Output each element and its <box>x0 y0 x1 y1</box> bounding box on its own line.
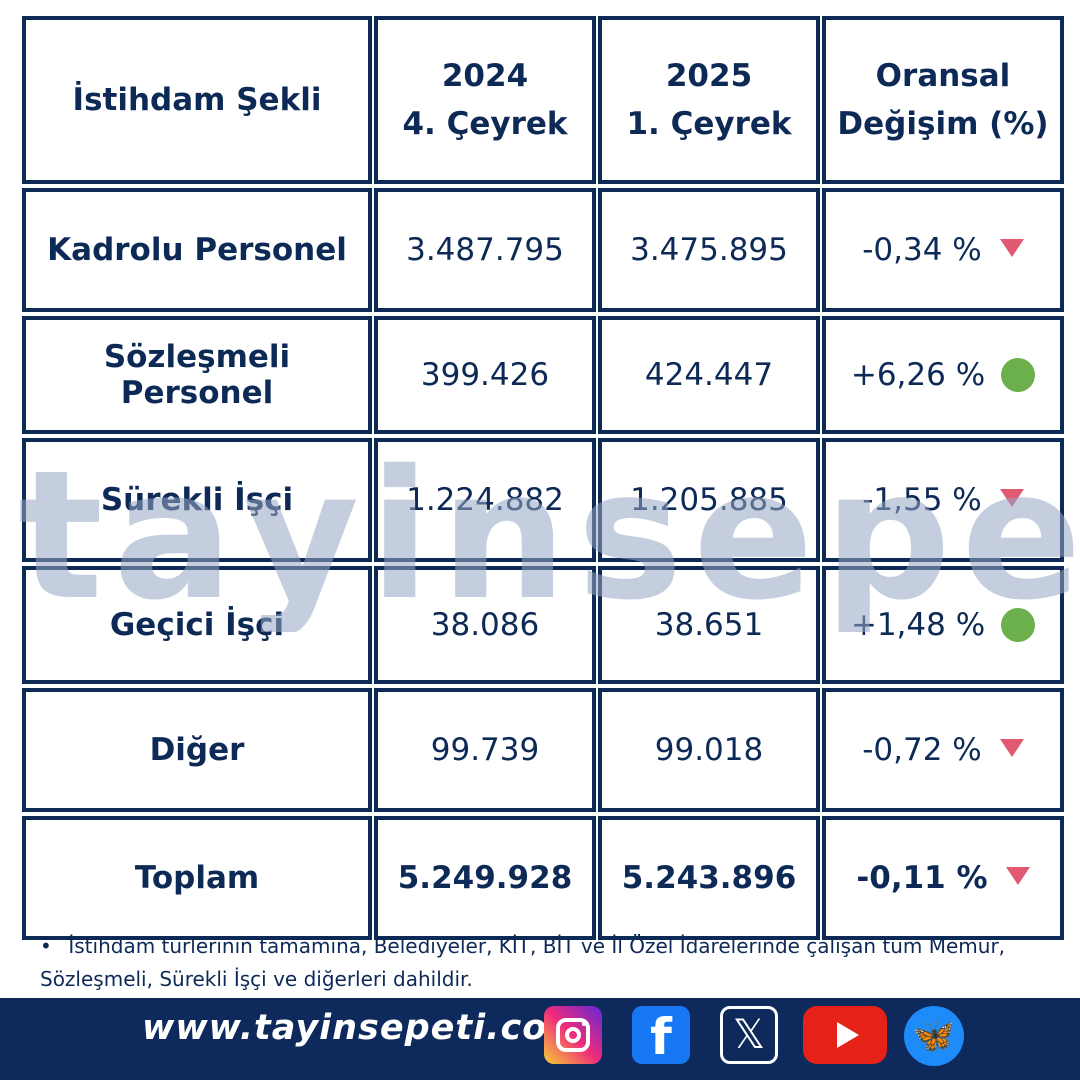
value-2024: 1.224.882 <box>374 438 596 562</box>
value-2024: 38.086 <box>374 566 596 684</box>
total-change-cell: -0,11 % <box>822 816 1064 940</box>
website-link[interactable]: www.tayinsepeti.com <box>142 1008 585 1048</box>
down-triangle-icon <box>1005 867 1030 885</box>
change-value: +1,48 % <box>850 607 986 643</box>
x-icon[interactable]: 𝕏 <box>720 1006 778 1064</box>
change-value: -0,72 % <box>862 732 982 768</box>
footer-bar: www.tayinsepeti.com f 𝕏 🦋 <box>0 998 1080 1080</box>
header-employment-type: İstihdam Şekli <box>22 16 372 184</box>
instagram-icon[interactable] <box>544 1006 602 1064</box>
green-circle-icon <box>1001 358 1036 392</box>
change-cell: +1,48 % <box>822 566 1064 684</box>
row-label: Sözleşmeli Personel <box>22 316 372 434</box>
total-2024: 5.249.928 <box>374 816 596 940</box>
value-2025: 424.447 <box>598 316 820 434</box>
row-label: Kadrolu Personel <box>22 188 372 312</box>
footnote-text: İstihdam türlerinin tamamına, Belediyele… <box>40 934 1006 991</box>
row-label: Diğer <box>22 688 372 812</box>
total-2025: 5.243.896 <box>598 816 820 940</box>
value-2025: 3.475.895 <box>598 188 820 312</box>
value-2024: 99.739 <box>374 688 596 812</box>
change-value: -1,55 % <box>862 482 982 518</box>
green-circle-icon <box>1001 608 1036 642</box>
header-ratio-line2: Değişim (%) <box>837 106 1049 142</box>
change-value: +6,26 % <box>850 357 986 393</box>
facebook-icon[interactable]: f <box>632 1006 690 1066</box>
change-cell: -0,34 % <box>822 188 1064 312</box>
header-employment-type-label: İstihdam Şekli <box>72 82 322 118</box>
header-2024-year: 2024 <box>441 58 529 94</box>
header-2025-quarter: 1. Çeyrek <box>626 106 792 142</box>
down-triangle-icon <box>999 739 1024 757</box>
value-2024: 399.426 <box>374 316 596 434</box>
value-2025: 99.018 <box>598 688 820 812</box>
down-triangle-icon <box>999 239 1024 257</box>
row-label: Sürekli İşçi <box>22 438 372 562</box>
change-cell: +6,26 % <box>822 316 1064 434</box>
footnote: • İstihdam türlerinin tamamına, Belediye… <box>40 930 1050 996</box>
bluesky-icon[interactable]: 🦋 <box>904 1006 964 1066</box>
value-2025: 1.205.885 <box>598 438 820 562</box>
value-2025: 38.651 <box>598 566 820 684</box>
bullet: • <box>40 934 52 958</box>
value-2024: 3.487.795 <box>374 188 596 312</box>
youtube-icon[interactable] <box>803 1006 887 1064</box>
header-2024-q4: 2024 4. Çeyrek <box>374 16 596 184</box>
row-label: Geçici İşçi <box>22 566 372 684</box>
down-triangle-icon <box>999 489 1024 507</box>
header-ratio-line1: Oransal <box>875 58 1011 94</box>
header-ratio-change: Oransal Değişim (%) <box>822 16 1064 184</box>
employment-table: İstihdam Şekli 2024 4. Çeyrek 2025 1. Çe… <box>22 16 1064 940</box>
change-value: -0,34 % <box>862 232 982 268</box>
change-cell: -1,55 % <box>822 438 1064 562</box>
header-2024-quarter: 4. Çeyrek <box>402 106 568 142</box>
total-label: Toplam <box>22 816 372 940</box>
header-2025-q1: 2025 1. Çeyrek <box>598 16 820 184</box>
header-2025-year: 2025 <box>665 58 753 94</box>
change-cell: -0,72 % <box>822 688 1064 812</box>
total-change-value: -0,11 % <box>856 860 988 896</box>
